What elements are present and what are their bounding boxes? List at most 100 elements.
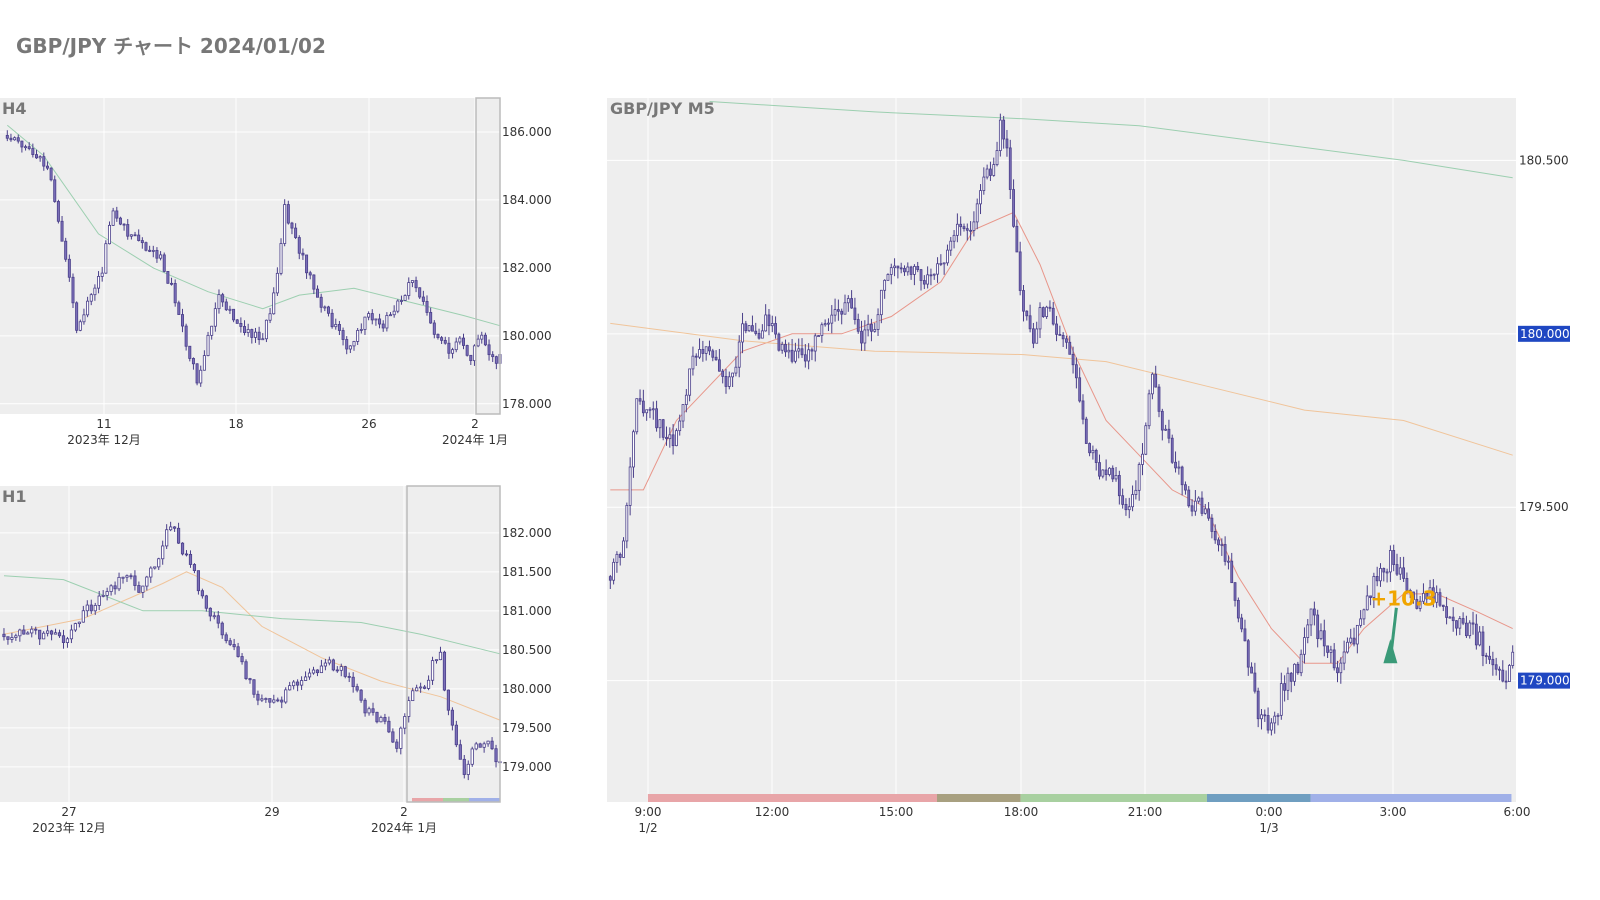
m5-candle-body — [701, 349, 705, 354]
m5-candle-body — [1478, 631, 1482, 646]
h4-grid — [0, 98, 500, 414]
m5-candle-body — [1081, 400, 1085, 420]
m5-candle-body — [1385, 571, 1389, 574]
m5-candle-body — [1451, 616, 1455, 622]
h4-candle-body — [67, 258, 71, 278]
h1-candle-body — [228, 640, 232, 645]
h1-candle-body — [311, 669, 316, 674]
h1-title: H1 — [2, 487, 27, 506]
m5-price-tag-label: 179.000 — [1520, 674, 1570, 688]
h1-candle-body — [65, 638, 70, 643]
h4-ytick-label: 182.000 — [502, 261, 552, 275]
m5-candle-body — [995, 150, 999, 166]
m5-candle-body — [1349, 637, 1353, 643]
h1-candle-body — [303, 676, 308, 681]
h1-candle-body — [77, 621, 81, 624]
m5-candle-body — [1465, 622, 1468, 637]
m5-ytick-label: 180.500 — [1519, 153, 1569, 167]
m5-plot-area — [607, 98, 1516, 802]
m5-candle-body — [810, 349, 814, 352]
h1-candle-body — [375, 711, 379, 723]
h4-candle-body — [462, 337, 465, 346]
h4-candle-body — [188, 345, 192, 359]
m5-candle-body — [916, 266, 920, 271]
m5-candle-body — [727, 376, 731, 387]
h1-grid — [0, 486, 500, 802]
h1-candle-body — [236, 646, 240, 657]
m5-candle-body — [1071, 353, 1075, 366]
m5-candle-body — [1471, 622, 1475, 625]
m5-candle-body — [942, 262, 946, 265]
m5-candle-body — [1405, 578, 1409, 591]
m5-candle-body — [1309, 608, 1313, 626]
m5-candle-body — [1078, 377, 1082, 402]
h4-candle-body — [111, 210, 115, 226]
h4-candle-body — [494, 356, 498, 364]
m5-candle-body — [1296, 663, 1300, 674]
m5-candle-body — [681, 404, 685, 422]
m5-candle-body — [1339, 662, 1343, 674]
m5-candle-body — [1058, 333, 1062, 336]
h4-candle-body — [118, 217, 122, 225]
m5-candle-body — [899, 267, 903, 270]
m5-candle-body — [1207, 508, 1210, 519]
h1-candle-body — [121, 576, 125, 579]
m5-session-segment — [1206, 794, 1311, 802]
h1-candle-body — [212, 615, 216, 618]
m5-candle-body — [1336, 667, 1339, 674]
m5-price-tags: 180.000 179.000 — [1518, 325, 1570, 689]
h4-title: H4 — [2, 99, 27, 118]
m5-candle-body — [1501, 669, 1505, 682]
m5-xtick-label: 15:00 — [879, 805, 914, 819]
m5-candle-body — [714, 356, 718, 361]
h4-candle-body — [199, 369, 203, 384]
m5-candle-body — [1028, 315, 1032, 330]
h1-session-segment — [469, 798, 500, 802]
h4-candle-body — [399, 300, 403, 302]
m5-candle-body — [1484, 655, 1488, 658]
h1-candle-body — [42, 632, 46, 640]
m5-candle-body — [1504, 680, 1508, 683]
h4-candle-body — [316, 288, 320, 298]
m5-candle-body — [764, 314, 768, 332]
h1-candle-body — [347, 676, 351, 678]
h1-candle-body — [260, 698, 264, 701]
h1-candle-body — [327, 659, 331, 664]
h4-candle-body — [326, 306, 330, 314]
h4-chart-panel: H4 178.000 180.000 182.000 184.000 186.000 1… — [0, 97, 552, 447]
h1-candle-body — [220, 622, 224, 636]
h4-candle-body — [363, 316, 367, 330]
m5-candle-body — [1061, 334, 1065, 340]
h1-candle-body — [331, 659, 335, 671]
h4-candle-body — [272, 292, 276, 315]
h1-candle-body — [38, 629, 42, 640]
h1-candle-body — [46, 630, 50, 634]
h1-candle-body — [299, 680, 304, 686]
h4-candle-body — [89, 294, 93, 302]
m5-candle-body — [790, 349, 794, 362]
m5-candle-body — [1375, 576, 1379, 582]
h4-candle-body — [257, 331, 261, 341]
m5-candle-body — [1157, 386, 1161, 412]
h1-candle-body — [180, 542, 185, 555]
h1-candle-body — [125, 575, 129, 578]
m5-candle-body — [1402, 567, 1406, 579]
h4-candle-body — [337, 324, 341, 331]
h1-candle-body — [113, 585, 117, 590]
h4-candle-body — [407, 282, 411, 296]
m5-candle-body — [1134, 489, 1138, 495]
h4-candle-body — [410, 280, 414, 283]
h4-candle-body — [279, 243, 283, 274]
m5-candle-body — [1203, 508, 1207, 514]
h4-candle-body — [421, 296, 425, 302]
h1-y-axis: 179.000 179.500 180.000 180.500 181.000 181.5… — [502, 526, 552, 774]
m5-candle-body — [1316, 614, 1320, 640]
h1-candle-body — [204, 595, 208, 609]
m5-candle-body — [1359, 618, 1363, 626]
h4-candle-body — [129, 234, 133, 237]
h4-candle-body — [159, 254, 163, 259]
m5-candle-body — [866, 323, 870, 331]
m5-candle-body — [1425, 592, 1429, 600]
m5-candle-body — [1458, 618, 1462, 629]
m5-candle-body — [886, 274, 890, 281]
